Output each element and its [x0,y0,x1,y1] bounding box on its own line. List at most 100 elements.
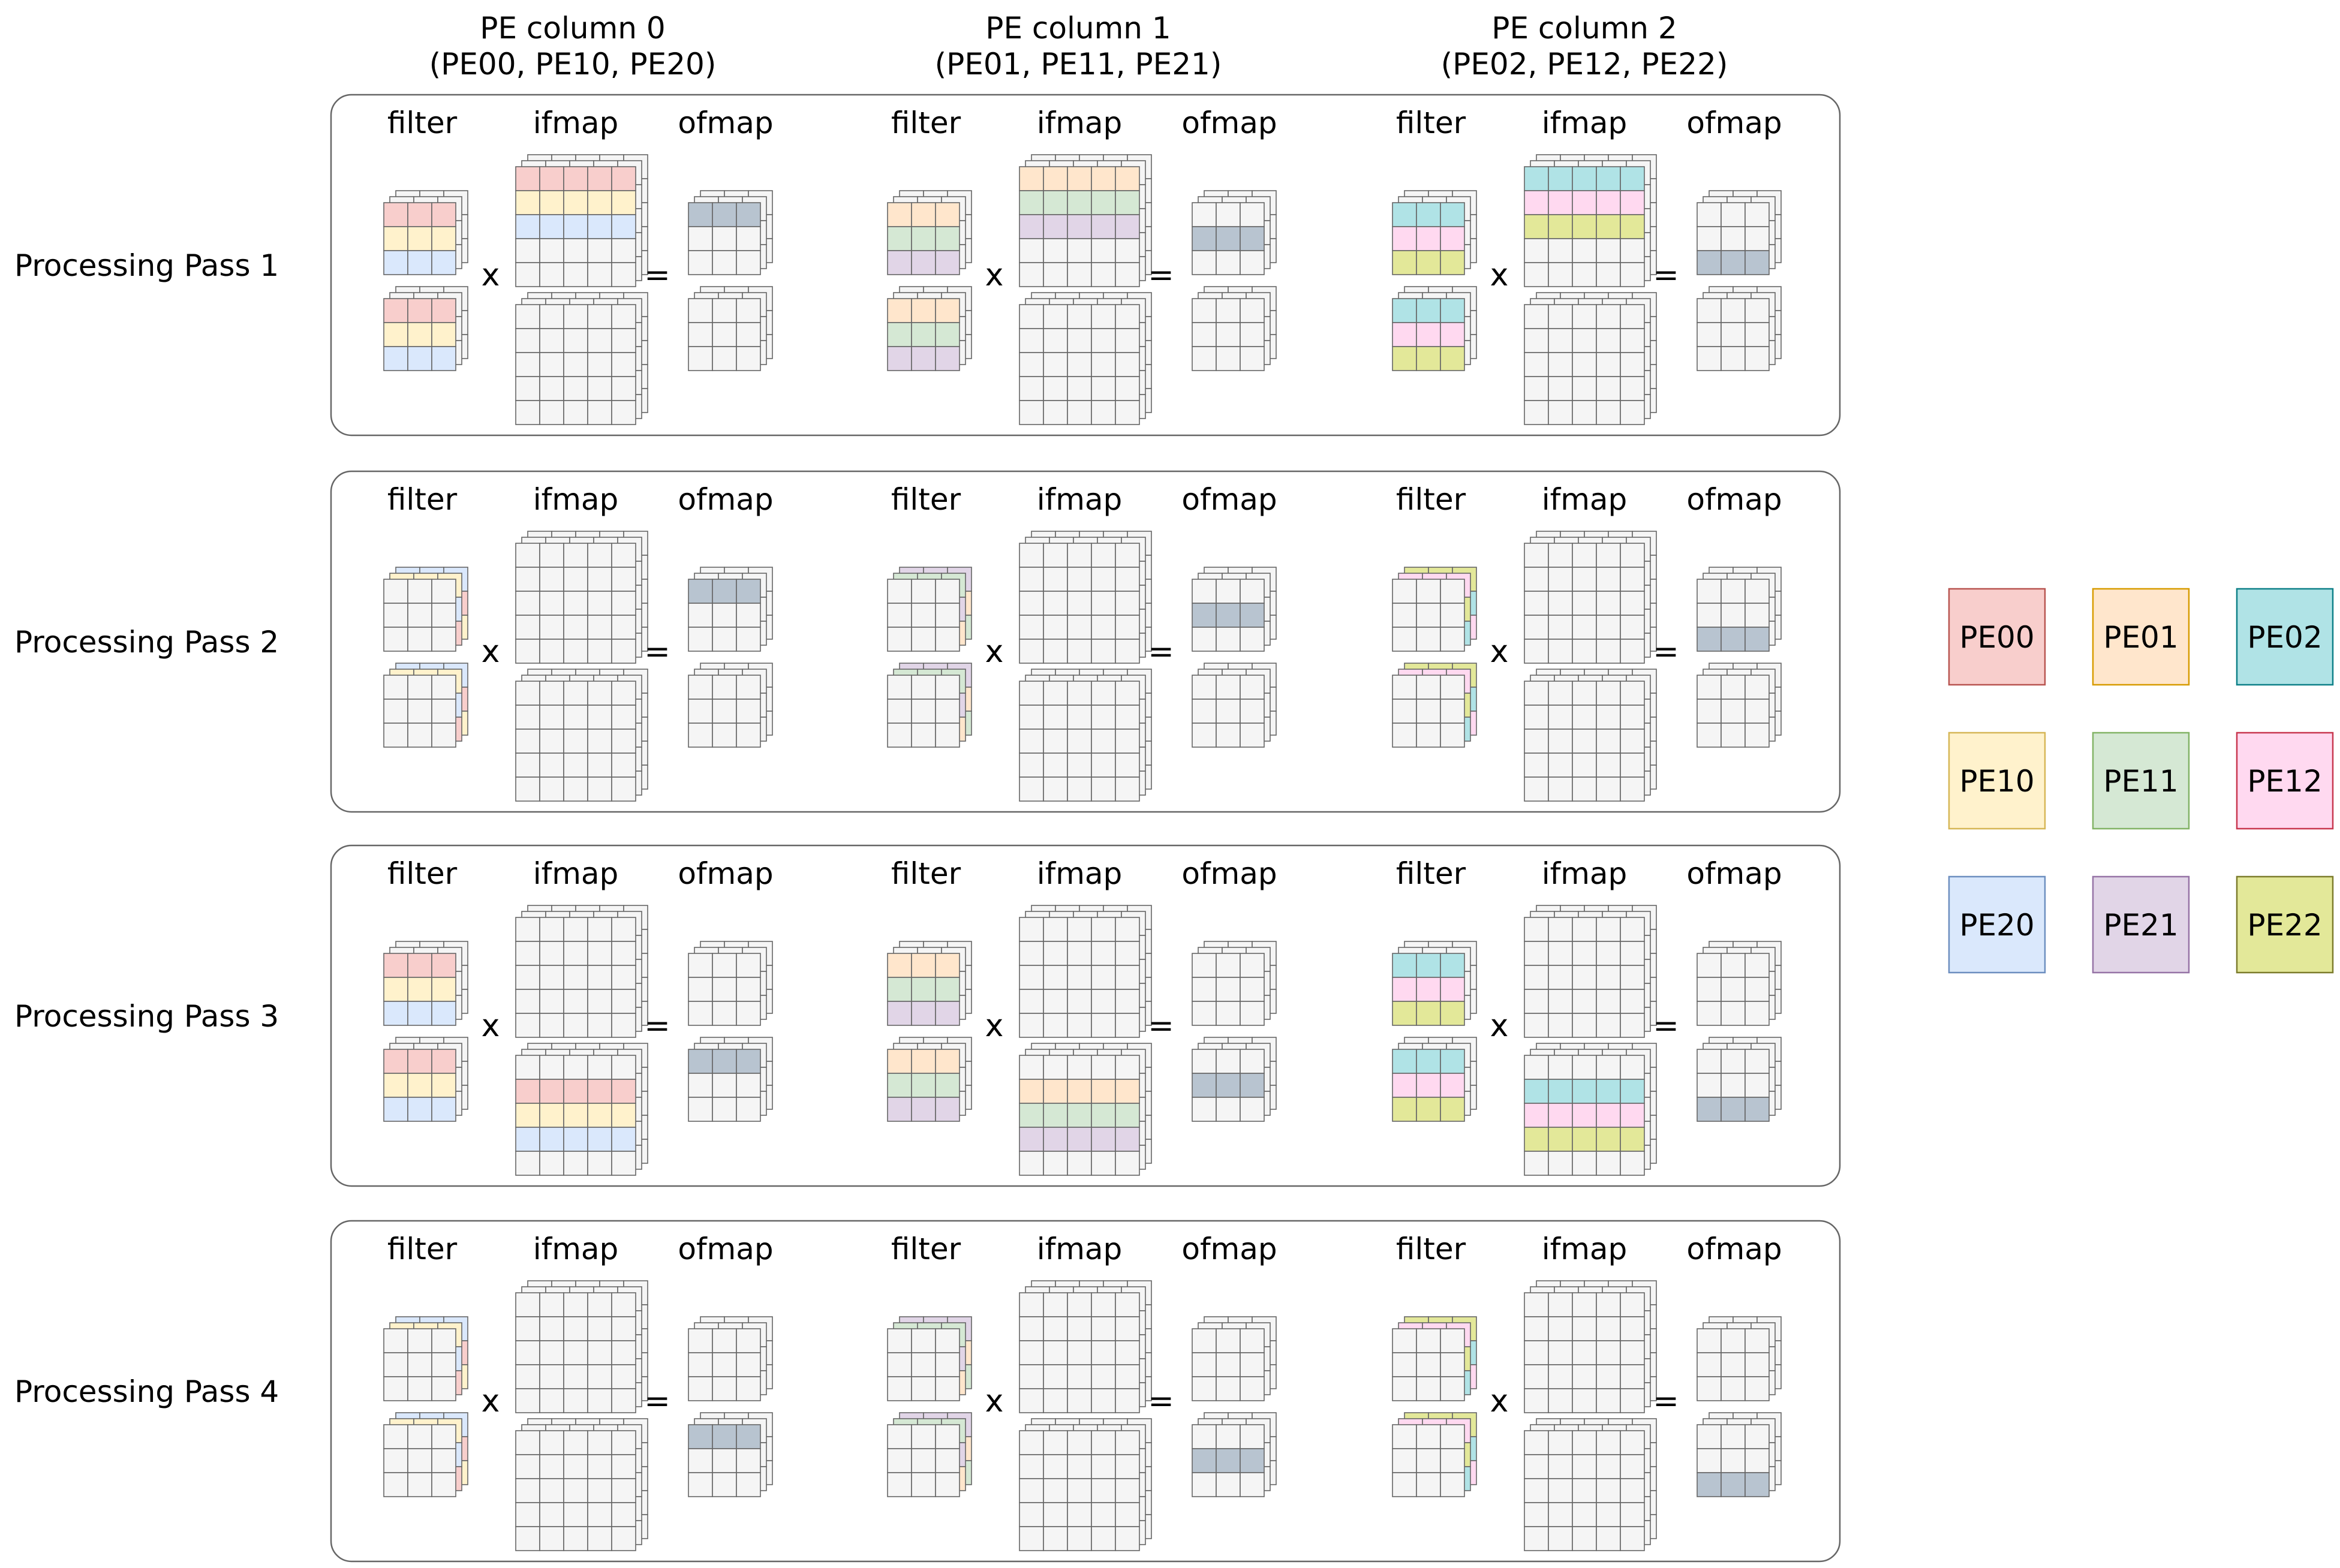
equals-sign: = [1148,634,1174,670]
ifmap-grid-layer [515,681,636,802]
filter-grid [1392,941,1477,1026]
ofmap-grid [1192,567,1277,652]
ifmap-label: ifmap [1542,856,1628,891]
equals-sign: = [1653,634,1679,670]
ifmap-grid [1524,292,1657,425]
ifmap-grid-layer [1524,166,1645,287]
ifmap-label: ifmap [1037,106,1123,140]
legend-swatch [2236,588,2334,686]
ofmap-grid-layer [1192,579,1265,652]
ofmap-grid-layer [688,1328,761,1401]
filter-label: filter [1396,856,1466,891]
ofmap-grid [1192,190,1277,275]
equals-sign: = [644,1008,670,1044]
ifmap-grid-layer [1019,917,1140,1038]
filter-grid-layer [887,1424,960,1497]
ifmap-grid-layer [1019,304,1140,425]
legend-item-pe11: PE11 [2092,732,2190,830]
multiply-sign: x [1490,1383,1509,1419]
filter-grid-layer [1392,1328,1465,1401]
ofmap-grid-layer [688,953,761,1026]
equals-sign: = [644,634,670,670]
ofmap-grid [1697,286,1782,371]
ifmap-grid [515,1280,648,1413]
ofmap-grid [1697,663,1782,748]
column-1-title: PE column 1 [985,11,1171,46]
ifmap-grid-layer [1019,543,1140,664]
filter-grid [887,1316,972,1401]
ofmap-label: ofmap [1181,106,1277,140]
ifmap-label: ifmap [533,856,619,891]
ofmap-label: ofmap [1686,482,1782,517]
ifmap-grid-layer [515,1055,636,1176]
filter-grid [1392,286,1477,371]
ofmap-grid [688,663,773,748]
equals-sign: = [1653,1008,1679,1044]
ifmap-grid-layer [1524,1055,1645,1176]
pass-panel [330,1220,1841,1563]
legend-label: PE00 [1959,620,2034,655]
ofmap-grid [1697,1412,1782,1497]
filter-grid-layer [1392,298,1465,371]
pass-4-column-0: filter ifmap ofmap x = [383,1232,774,1551]
filter-grid-layer [887,1328,960,1401]
filter-grid [1392,567,1477,652]
ifmap-grid-layer [1019,1055,1140,1176]
column-2-subtitle: (PE02, PE12, PE22) [1441,47,1728,82]
multiply-sign: x [482,1008,500,1044]
ifmap-grid-layer [1524,304,1645,425]
pass-3-column-1: filter ifmap ofmap x = [887,856,1277,1176]
filter-label: filter [387,1232,458,1266]
filter-label: filter [1396,106,1466,140]
ifmap-grid [1524,905,1657,1038]
filter-grid [383,567,468,652]
ofmap-grid-layer [1192,1328,1265,1401]
filter-grid [383,941,468,1026]
ofmap-grid-layer [688,298,761,371]
filter-grid-layer [383,953,456,1026]
ofmap-grid [688,941,773,1026]
ifmap-label: ifmap [1542,482,1628,517]
ofmap-label: ofmap [1181,1232,1277,1266]
ifmap-grid [515,905,648,1038]
equals-sign: = [1148,257,1174,293]
legend-swatch [2092,588,2190,686]
equals-sign: = [1653,257,1679,293]
pass-3-column-0: filter ifmap ofmap x = [383,856,774,1176]
filter-grid [887,190,972,275]
filter-grid-layer [1392,953,1465,1026]
filter-grid [1392,190,1477,275]
filter-grid [1392,1316,1477,1401]
ifmap-label: ifmap [533,482,619,517]
ifmap-grid [1019,1418,1152,1551]
ofmap-grid [688,286,773,371]
filter-grid [383,663,468,748]
filter-label: filter [891,106,961,140]
legend-label: PE20 [1959,908,2034,943]
column-1-subtitle: (PE01, PE11, PE21) [935,47,1222,82]
ofmap-label: ofmap [1686,106,1782,140]
column-0-subtitle: (PE00, PE10, PE20) [429,47,717,82]
ofmap-label: ofmap [678,1232,773,1266]
multiply-sign: x [1490,257,1509,293]
pass-2-column-2: filter ifmap ofmap x = [1392,482,1782,802]
filter-label: filter [387,482,458,517]
legend-item-pe21: PE21 [2092,875,2190,974]
ifmap-grid-layer [1524,543,1645,664]
legend-label: PE11 [2103,764,2178,799]
ofmap-label: ofmap [1181,482,1277,517]
ifmap-grid-layer [515,166,636,287]
filter-grid-layer [1392,1424,1465,1497]
ifmap-grid-layer [515,1430,636,1551]
filter-grid [383,1412,468,1497]
ofmap-grid-layer [1697,953,1770,1026]
filter-grid-layer [887,202,960,275]
legend-swatch [2236,875,2334,974]
ifmap-grid [1019,531,1152,664]
equals-sign: = [1653,1383,1679,1419]
ofmap-grid-layer [688,1049,761,1122]
legend-item-pe12: PE12 [2236,732,2334,830]
ifmap-grid [515,154,648,287]
ifmap-label: ifmap [1542,1232,1628,1266]
